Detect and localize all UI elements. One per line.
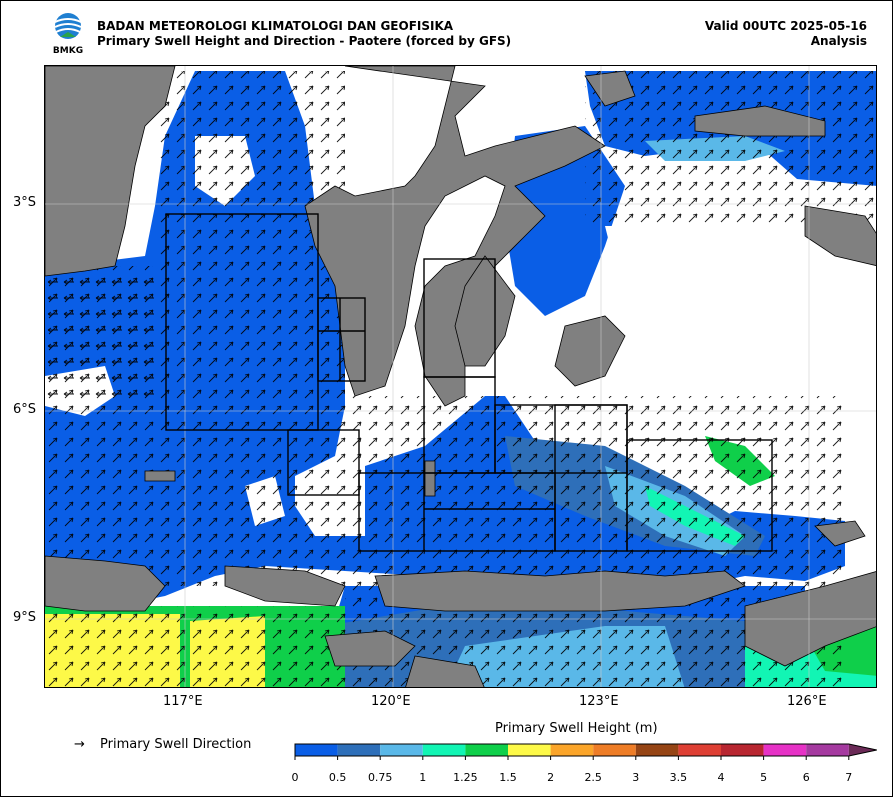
land-kangean: [144, 470, 176, 482]
colorbar-swatch: [678, 744, 721, 756]
analysis-label: Analysis: [810, 34, 867, 48]
direction-arrows-west-rows: [45, 276, 155, 396]
colorbar-swatch: [550, 744, 594, 756]
colorbar-extend-arrow: [848, 744, 877, 756]
colorbar: [294, 743, 877, 760]
land-buton: [554, 315, 626, 387]
org-title: BADAN METEOROLOGI KLIMATOLOGI DAN GEOFIS…: [97, 19, 454, 33]
colorbar-swatch: [337, 744, 381, 756]
colorbar-tick-label: 6: [802, 771, 810, 784]
land-sulawesi-se: [454, 255, 516, 367]
lat-label-9s: 9°S: [13, 610, 37, 625]
colorbar-swatch: [422, 744, 466, 756]
land-sumba-south: [405, 655, 485, 687]
graticule: [45, 66, 876, 687]
colorbar-ticks: [294, 756, 850, 760]
land-java-east: [45, 555, 166, 612]
colorbar-tick-label: 3: [632, 771, 640, 784]
land-borneo: [45, 66, 176, 277]
land-sumbawa-flores: [374, 570, 746, 612]
colorbar-tick-label: 4: [717, 771, 725, 784]
lon-label-117e: 117°E: [163, 694, 203, 709]
colorbar-tick-label: 2.5: [584, 771, 602, 784]
area-box-bone-south: [423, 376, 496, 474]
colorbar-tick-label: 7: [845, 771, 853, 784]
land-buru: [584, 70, 636, 107]
colorbar-swatch: [763, 744, 807, 756]
land-sumba: [324, 630, 416, 667]
land-bali-lombok: [224, 565, 346, 607]
direction-legend-arrow-icon: →: [74, 737, 85, 752]
direction-arrows-north: [155, 71, 345, 266]
forecast-area-boxes: [165, 213, 773, 552]
area-box-savu: [554, 404, 628, 552]
valid-time: Valid 00UTC 2025-05-16: [704, 19, 867, 33]
colorbar-title: Primary Swell Height (m): [495, 721, 658, 736]
land-sulawesi: [304, 66, 606, 407]
colorbar-swatch: [508, 744, 551, 756]
map-subtitle: Primary Swell Height and Direction - Pao…: [97, 34, 512, 48]
colorbar-outline: [294, 743, 877, 757]
direction-arrows-northeast: [585, 71, 876, 226]
area-box-flores-west: [287, 429, 360, 496]
lon-label-123e: 123°E: [579, 694, 619, 709]
bmkg-logo: BMKG: [53, 13, 83, 56]
colorbar-swatch: [806, 744, 849, 756]
colorbar-swatch: [635, 744, 679, 756]
direction-arrows-southwest: [45, 606, 345, 687]
direction-arrows-east: [345, 396, 845, 687]
direction-legend-label: Primary Swell Direction: [100, 737, 252, 752]
colorbar-swatches: [294, 743, 877, 757]
colorbar-tick-label: 5: [760, 771, 768, 784]
colorbar-tick-label: 1.5: [499, 771, 517, 784]
colorbar-tick-label: 0.5: [328, 771, 347, 784]
colorbar-tick-label: 1: [419, 771, 427, 784]
colorbar-swatch: [721, 744, 764, 756]
colorbar-tick-label: 3.5: [669, 771, 688, 784]
area-box-pare: [317, 297, 366, 382]
land-selayar: [424, 460, 436, 497]
colorbar-swatch: [465, 744, 508, 756]
logo-text: BMKG: [53, 46, 83, 56]
colorbar-tick-label: 0.75: [367, 771, 393, 784]
lon-label-120e: 120°E: [371, 694, 411, 709]
land: [45, 66, 876, 687]
colorbar-tick-label: 2: [547, 771, 555, 784]
colorbar-swatch: [380, 744, 423, 756]
lat-label-6s: 6°S: [13, 402, 37, 417]
lon-label-126e: 126°E: [787, 694, 827, 709]
colorbar-tick-label: 1.25: [453, 771, 478, 784]
lat-label-3s: 3°S: [13, 195, 37, 210]
land-wetar: [814, 520, 866, 547]
swell-fields: [45, 71, 876, 687]
colorbar-swatch: [593, 744, 636, 756]
land-halmahera: [804, 205, 876, 266]
swell-map: [44, 65, 877, 688]
map-canvas: [45, 66, 876, 687]
land-seram: [694, 105, 826, 137]
colorbar-swatch: [295, 744, 338, 756]
colorbar-tick-label: 0: [291, 771, 299, 784]
